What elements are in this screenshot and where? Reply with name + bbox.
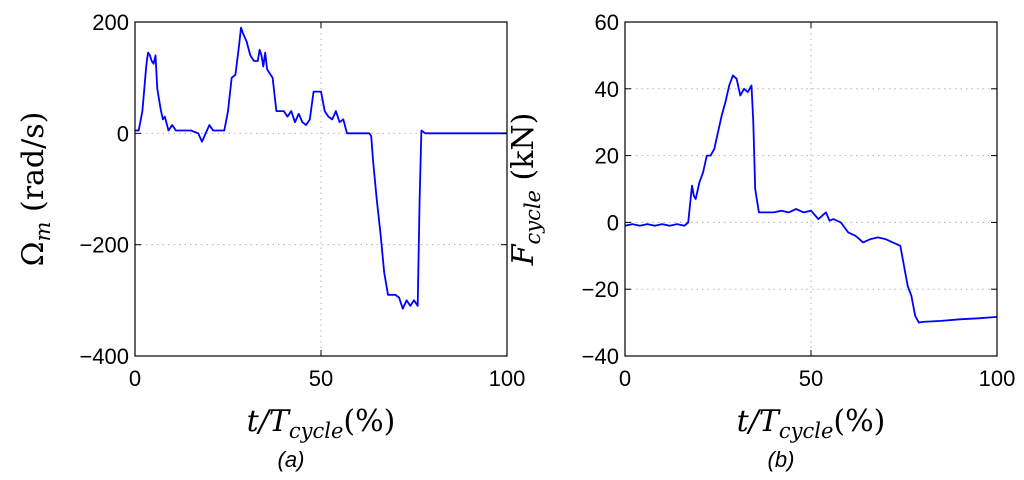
- x-ticks-b: 0 50 100: [619, 22, 1015, 391]
- x-ticks-a: 0 50 100: [129, 22, 525, 391]
- x-label-tail-a: (%): [343, 404, 395, 439]
- y-tick-label-b: 0: [607, 210, 619, 235]
- x-tick-label-a: 0: [129, 366, 141, 391]
- y-tick-label-a: 200: [92, 10, 129, 35]
- y-ticks-a: −400 −200 0 200: [79, 10, 507, 369]
- x-axis-label-b: t/Tcycle(%): [737, 404, 886, 443]
- x-label-sub-a: cycle: [289, 419, 344, 443]
- grid-a: [135, 22, 507, 356]
- x-tick-label-b: 50: [799, 366, 823, 391]
- x-label-sub-b: cycle: [779, 419, 834, 443]
- y-axis-label-b: Fcycle (kN): [506, 113, 545, 267]
- y-tick-label-a: −400: [79, 344, 129, 369]
- y-tick-label-a: 0: [117, 121, 129, 146]
- y-label-sub-b: cycle: [521, 190, 545, 245]
- caption-b: (b): [768, 447, 795, 472]
- y-tick-label-a: −200: [79, 233, 129, 258]
- y-tick-label-b: 40: [595, 77, 619, 102]
- y-label-main-a: Ω: [16, 241, 51, 266]
- series-a-omega: [135, 26, 507, 310]
- x-tick-label-b: 0: [619, 366, 631, 391]
- y-tick-label-b: 60: [595, 10, 619, 35]
- y-tick-label-b: −40: [582, 344, 619, 369]
- caption-a: (a): [278, 447, 305, 472]
- grid-b: [625, 22, 997, 356]
- y-ticks-b: −40 −20 0 20 40 60: [582, 10, 997, 369]
- x-label-main-a: t/T: [247, 404, 291, 439]
- x-axis-label-a: t/Tcycle(%): [247, 404, 396, 443]
- y-label-sub-a: m: [31, 222, 55, 242]
- x-label-tail-b: (%): [833, 404, 885, 439]
- x-tick-label-a: 100: [489, 366, 526, 391]
- x-tick-label-a: 50: [309, 366, 333, 391]
- x-label-main-b: t/T: [737, 404, 781, 439]
- series-b-force: [624, 74, 998, 324]
- y-tick-label-b: −20: [582, 277, 619, 302]
- y-label-tail-a: (rad/s): [16, 112, 51, 222]
- y-axis-label-a: Ωm (rad/s): [16, 112, 55, 267]
- y-label-main-b: F: [506, 243, 541, 266]
- y-tick-label-b: 20: [595, 144, 619, 169]
- x-tick-label-b: 100: [979, 366, 1016, 391]
- y-label-tail-b: (kN): [506, 113, 541, 190]
